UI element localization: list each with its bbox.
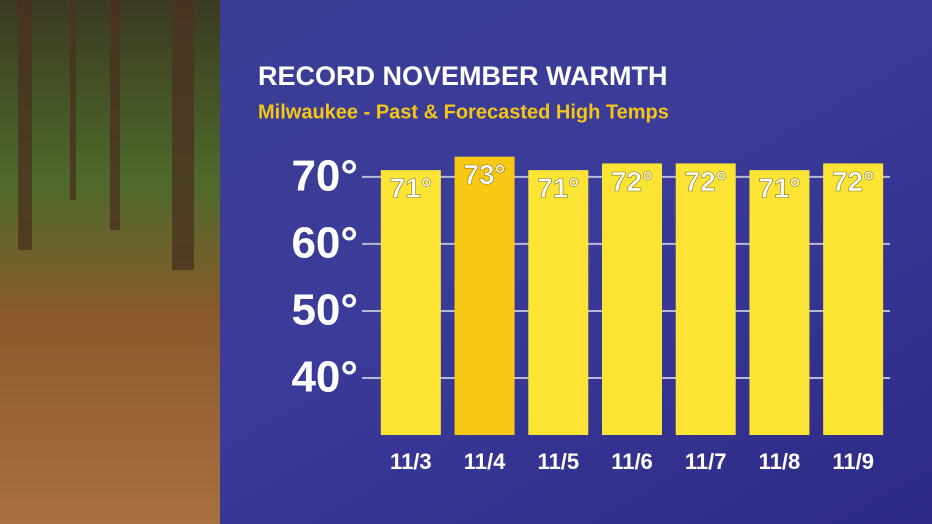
x-tick-label: 11/3 bbox=[390, 449, 432, 474]
x-tick-label: 11/8 bbox=[759, 449, 801, 474]
value-label: 73° bbox=[463, 159, 505, 190]
value-label: 72° bbox=[832, 166, 874, 197]
x-tick-label: 11/5 bbox=[537, 449, 579, 474]
x-tick-label: 11/7 bbox=[685, 449, 727, 474]
y-tick-label: 40° bbox=[291, 353, 358, 402]
value-label: 71° bbox=[537, 173, 579, 204]
y-tick-label: 70° bbox=[291, 151, 358, 200]
bar bbox=[602, 163, 662, 436]
x-tick-label: 11/4 bbox=[464, 449, 506, 474]
bar bbox=[675, 163, 736, 436]
tree-trunks bbox=[18, 0, 194, 270]
x-tick-label: 11/6 bbox=[611, 449, 653, 474]
bar bbox=[749, 170, 810, 435]
bar bbox=[823, 163, 884, 436]
y-tick-label: 60° bbox=[291, 219, 358, 268]
value-label: 71° bbox=[758, 173, 800, 204]
bar bbox=[454, 156, 515, 436]
y-tick-label: 50° bbox=[291, 286, 358, 335]
x-tick-label: 11/9 bbox=[832, 449, 874, 474]
chart-title: RECORD NOVEMBER WARMTH bbox=[258, 61, 668, 91]
bar bbox=[380, 170, 441, 435]
chart-subtitle: Milwaukee - Past & Forecasted High Temps bbox=[258, 101, 669, 123]
value-label: 72° bbox=[611, 166, 653, 197]
bar bbox=[528, 170, 589, 435]
value-label: 72° bbox=[685, 166, 727, 197]
value-label: 71° bbox=[390, 173, 432, 204]
